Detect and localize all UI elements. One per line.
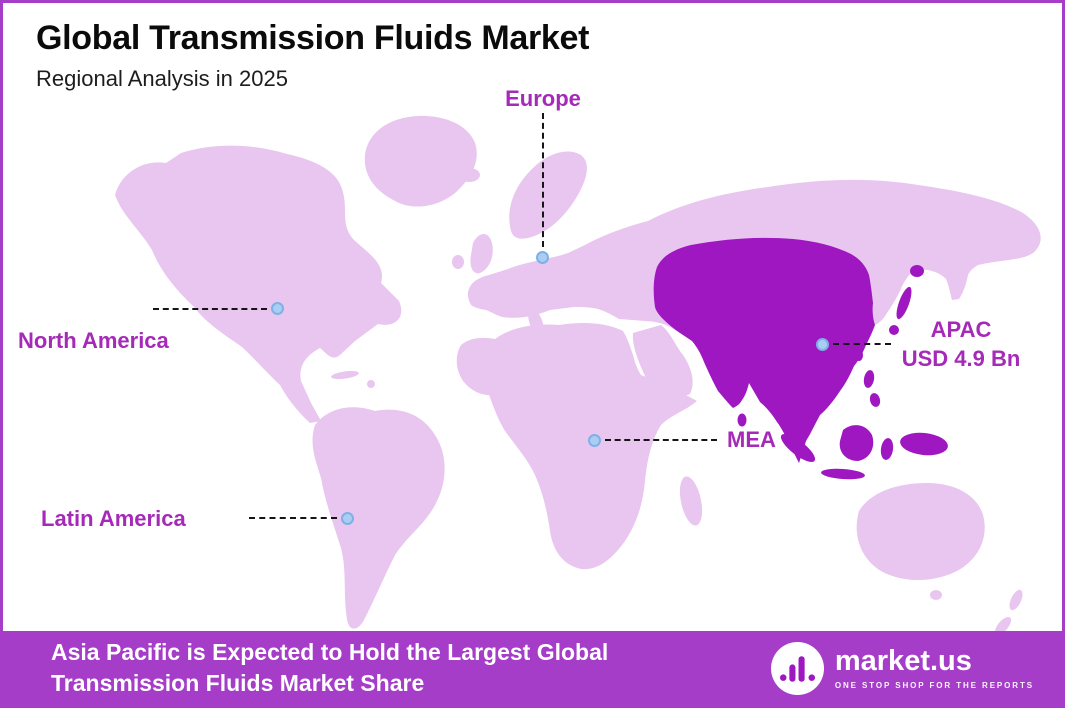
apac-value-text: USD 4.9 Bn (901, 346, 1021, 371)
japan-hokkaido-island (910, 265, 924, 277)
borneo-island (839, 425, 874, 461)
leader-line-europe (542, 113, 544, 247)
region-label-north-america: North America (18, 328, 169, 353)
new-guinea-island (900, 432, 948, 456)
region-marker-apac (816, 338, 829, 351)
sumatra-island (780, 433, 816, 463)
africa-landmass (456, 323, 697, 570)
banner-text: Asia Pacific is Expected to Hold the Lar… (51, 637, 608, 699)
region-marker-europe (536, 251, 549, 264)
brand-name: market.us (834, 644, 972, 677)
apac-label-text: APAC (930, 317, 992, 342)
region-marker-latin-america (341, 512, 354, 525)
sri-lanka-island (737, 413, 747, 427)
hainan-island (823, 373, 831, 381)
scandinavia-landmass (509, 151, 587, 239)
region-label-mea: MEA (727, 427, 776, 452)
italy-peninsula (528, 306, 544, 340)
marketus-logo: market.us ONE STOP SHOP FOR THE REPORTS (770, 641, 1034, 695)
page-title: Global Transmission Fluids Market (36, 19, 590, 57)
uk-island (470, 234, 493, 274)
bottom-banner: Asia Pacific is Expected to Hold the Lar… (3, 631, 1062, 705)
cuba-island (331, 371, 359, 379)
ireland-island (452, 255, 464, 269)
header: Global Transmission Fluids Market Region… (36, 19, 589, 92)
leader-line-apac (833, 343, 891, 345)
light-landmasses (115, 115, 1041, 636)
sulawesi-island (880, 438, 894, 460)
leader-line-latin-america (249, 517, 337, 519)
region-label-apac: APAC USD 4.9 Bn (891, 317, 1031, 372)
iceland-island (458, 168, 480, 182)
banner-text-line1: Asia Pacific is Expected to Hold the Lar… (51, 639, 609, 666)
taiwan-island (855, 349, 863, 361)
marketus-logo-text: market.us ONE STOP SHOP FOR THE REPORTS (834, 644, 1034, 690)
madagascar-island (679, 476, 703, 526)
java-island (821, 468, 865, 480)
page-subtitle: Regional Analysis in 2025 (36, 66, 288, 91)
marketus-logo-icon (770, 641, 824, 695)
tasmania-island (930, 590, 942, 600)
philippines-north-island (863, 370, 875, 388)
north-america-landmass (115, 145, 402, 423)
brand-tagline: ONE STOP SHOP FOR THE REPORTS (834, 680, 1034, 690)
japan-honshu-island (896, 286, 912, 320)
greenland-landmass (364, 115, 477, 207)
region-marker-north-america (271, 302, 284, 315)
region-label-latin-america: Latin America (41, 506, 186, 531)
arabian-peninsula (632, 325, 693, 403)
new-zealand-north-island (1009, 589, 1023, 611)
region-marker-mea (588, 434, 601, 447)
leader-line-north-america (153, 308, 267, 310)
banner-text-line2: Transmission Fluids Market Share (51, 670, 425, 696)
hispaniola-island (367, 380, 375, 388)
region-label-europe: Europe (505, 86, 581, 111)
leader-line-mea (605, 439, 717, 441)
australia-landmass (856, 483, 985, 580)
philippines-south-island (869, 393, 881, 407)
